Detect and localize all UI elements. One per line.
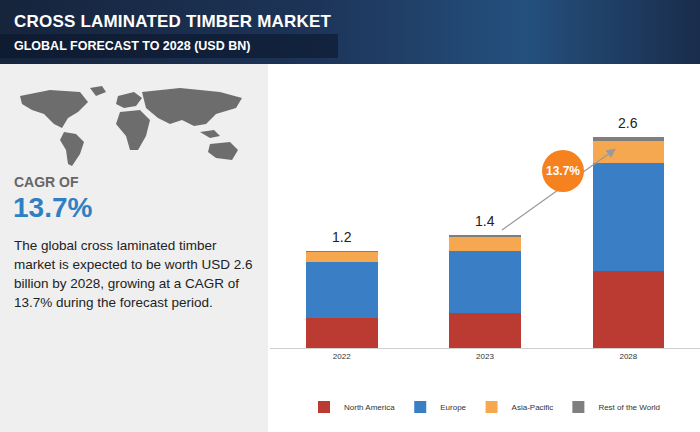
html-text:The global cross laminated tim: The global cross laminated timber market… <box>14 238 253 310</box>
svg-text:2023: 2023 <box>476 352 494 361</box>
svg-text:Europe: Europe <box>440 403 466 412</box>
svg-text:Asia-Pacific: Asia-Pacific <box>512 403 554 412</box>
svg-text:2.6: 2.6 <box>618 115 638 131</box>
html-text:CAGR OF: CAGR OF <box>14 174 79 190</box>
svg-text:2028: 2028 <box>619 352 637 361</box>
html-text:13.7%: 13.7% <box>546 164 580 178</box>
svg-text:1.2: 1.2 <box>332 229 352 245</box>
svg-text:1.4: 1.4 <box>475 213 495 229</box>
html-text:GLOBAL FORECAST TO 2028 (USD B: GLOBAL FORECAST TO 2028 (USD BN) <box>14 39 251 53</box>
svg-text:North America: North America <box>344 403 395 412</box>
svg-text:2022: 2022 <box>333 352 351 361</box>
html-text:13.7%: 13.7% <box>13 192 93 223</box>
svg-text:Rest of the World: Rest of the World <box>598 403 660 412</box>
html-text:CROSS LAMINATED TIMBER MARKET: CROSS LAMINATED TIMBER MARKET <box>14 12 332 31</box>
